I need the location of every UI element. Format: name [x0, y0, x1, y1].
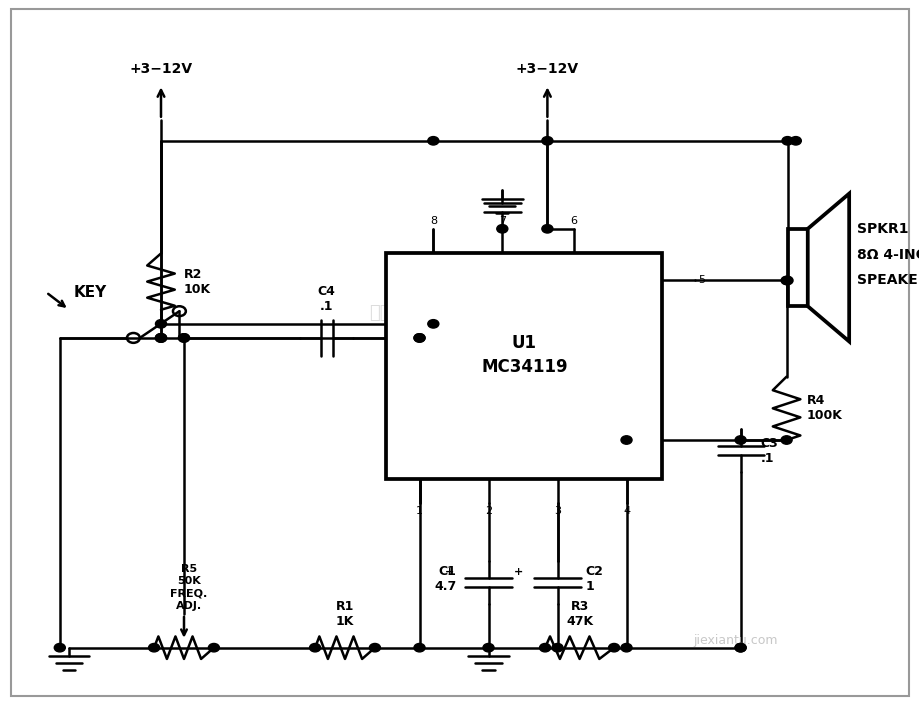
- Circle shape: [496, 225, 507, 233]
- Circle shape: [155, 334, 166, 342]
- Circle shape: [482, 643, 494, 652]
- Circle shape: [734, 643, 745, 652]
- Circle shape: [539, 643, 550, 652]
- Circle shape: [427, 137, 438, 145]
- Circle shape: [541, 137, 552, 145]
- Circle shape: [734, 436, 745, 444]
- Text: 4: 4: [622, 506, 630, 516]
- Circle shape: [620, 643, 631, 652]
- Circle shape: [414, 334, 425, 342]
- Bar: [787, 229, 807, 306]
- Text: 8Ω 4-INCH: 8Ω 4-INCH: [856, 248, 919, 262]
- Text: +3−12V: +3−12V: [516, 62, 578, 76]
- Circle shape: [608, 643, 619, 652]
- Circle shape: [149, 643, 160, 652]
- Polygon shape: [807, 194, 848, 341]
- Text: C2
1: C2 1: [584, 565, 602, 593]
- Text: R4
100K: R4 100K: [806, 394, 842, 422]
- Text: 杭州烙睿科技有限公司: 杭州烙睿科技有限公司: [369, 304, 476, 322]
- Circle shape: [208, 643, 220, 652]
- Circle shape: [54, 643, 65, 652]
- Bar: [386, 253, 662, 479]
- Text: R3
47K: R3 47K: [565, 600, 593, 628]
- Circle shape: [781, 276, 792, 284]
- Circle shape: [414, 643, 425, 652]
- Text: SPEAKER: SPEAKER: [856, 273, 919, 287]
- Text: C3
.1: C3 .1: [760, 436, 777, 465]
- Circle shape: [551, 643, 562, 652]
- Circle shape: [369, 643, 380, 652]
- Text: +: +: [514, 567, 523, 577]
- Text: SPKR1: SPKR1: [856, 222, 907, 236]
- Text: C1
4.7: C1 4.7: [434, 565, 456, 593]
- Text: 6: 6: [570, 216, 577, 226]
- Circle shape: [780, 436, 791, 444]
- Text: C4
.1: C4 .1: [317, 285, 335, 313]
- Circle shape: [781, 137, 792, 145]
- Text: 1: 1: [415, 506, 423, 516]
- Text: jiexiantu.com: jiexiantu.com: [693, 634, 777, 647]
- Text: R1
1K: R1 1K: [335, 600, 354, 628]
- Circle shape: [414, 334, 425, 342]
- Text: R5
50K
FREQ.
ADJ.: R5 50K FREQ. ADJ.: [170, 564, 207, 611]
- Circle shape: [155, 320, 166, 328]
- Text: 5: 5: [698, 275, 705, 286]
- Circle shape: [178, 334, 189, 342]
- Circle shape: [541, 225, 552, 233]
- Circle shape: [780, 276, 791, 284]
- Text: +: +: [445, 567, 454, 577]
- Circle shape: [155, 334, 166, 342]
- Text: 8: 8: [429, 216, 437, 226]
- Circle shape: [309, 643, 321, 652]
- Text: R2
10K: R2 10K: [184, 268, 210, 296]
- Circle shape: [734, 643, 745, 652]
- Text: KEY: KEY: [74, 284, 107, 300]
- Text: U1
MC34119: U1 MC34119: [481, 334, 567, 376]
- Circle shape: [620, 436, 631, 444]
- Text: 3: 3: [553, 506, 561, 516]
- Circle shape: [178, 334, 189, 342]
- Text: +3−12V: +3−12V: [130, 62, 192, 76]
- Circle shape: [789, 137, 800, 145]
- Circle shape: [427, 320, 438, 328]
- Text: 2: 2: [484, 506, 492, 516]
- Circle shape: [155, 334, 166, 342]
- Text: 7: 7: [498, 216, 505, 226]
